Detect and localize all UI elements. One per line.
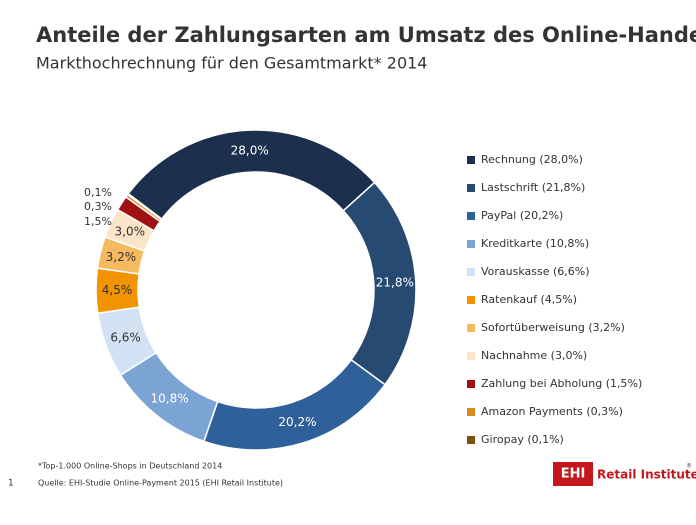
legend-label: PayPal (20,2%)	[481, 209, 563, 222]
data-label: 1,5%	[84, 215, 112, 228]
legend-label: Lastschrift (21,8%)	[481, 181, 585, 194]
logo-registered: ®	[686, 463, 692, 470]
chart-title: Anteile der Zahlungsarten am Umsatz des …	[36, 23, 696, 47]
page-number: 1	[8, 479, 14, 489]
legend-label: Ratenkauf (4,5%)	[481, 293, 577, 306]
data-label: 3,2%	[106, 250, 137, 264]
logo-box	[553, 462, 593, 486]
logo-mark: EHI	[561, 467, 586, 482]
legend-swatch	[467, 352, 475, 360]
data-label: 10,8%	[151, 391, 189, 405]
legend-swatch	[467, 268, 475, 276]
legend-label: Nachnahme (3,0%)	[481, 349, 587, 362]
legend-label: Vorauskasse (6,6%)	[481, 265, 590, 278]
legend-swatch	[467, 380, 475, 388]
data-label: 28,0%	[231, 144, 269, 158]
legend-label: Rechnung (28,0%)	[481, 153, 583, 166]
legend-swatch	[467, 296, 475, 304]
data-label: 21,8%	[376, 275, 414, 289]
data-label: 0,3%	[84, 200, 112, 213]
legend-swatch	[467, 156, 475, 164]
data-label: 0,1%	[84, 186, 112, 199]
legend-label: Kreditkarte (10,8%)	[481, 237, 589, 250]
data-label: 4,5%	[102, 283, 133, 297]
data-label: 20,2%	[278, 415, 316, 429]
logo-text: Retail Institute	[597, 468, 696, 482]
legend-label: Giropay (0,1%)	[481, 433, 564, 446]
data-label: 6,6%	[110, 331, 141, 345]
legend-swatch	[467, 212, 475, 220]
legend-swatch	[467, 184, 475, 192]
data-label: 3,0%	[115, 224, 146, 238]
source: Quelle: EHI-Studie Online-Payment 2015 (…	[38, 479, 283, 488]
legend-label: Amazon Payments (0,3%)	[481, 405, 623, 418]
legend-label: Zahlung bei Abholung (1,5%)	[481, 377, 642, 390]
slice	[126, 192, 163, 221]
legend-label: Sofortüberweisung (3,2%)	[481, 321, 625, 334]
legend-swatch	[467, 240, 475, 248]
chart-subtitle: Markthochrechnung für den Gesamtmarkt* 2…	[36, 54, 427, 73]
legend-swatch	[467, 408, 475, 416]
legend-swatch	[467, 324, 475, 332]
footnote: *Top-1.000 Online-Shops in Deutschland 2…	[38, 462, 222, 471]
slice	[202, 358, 387, 451]
legend-swatch	[467, 436, 475, 444]
